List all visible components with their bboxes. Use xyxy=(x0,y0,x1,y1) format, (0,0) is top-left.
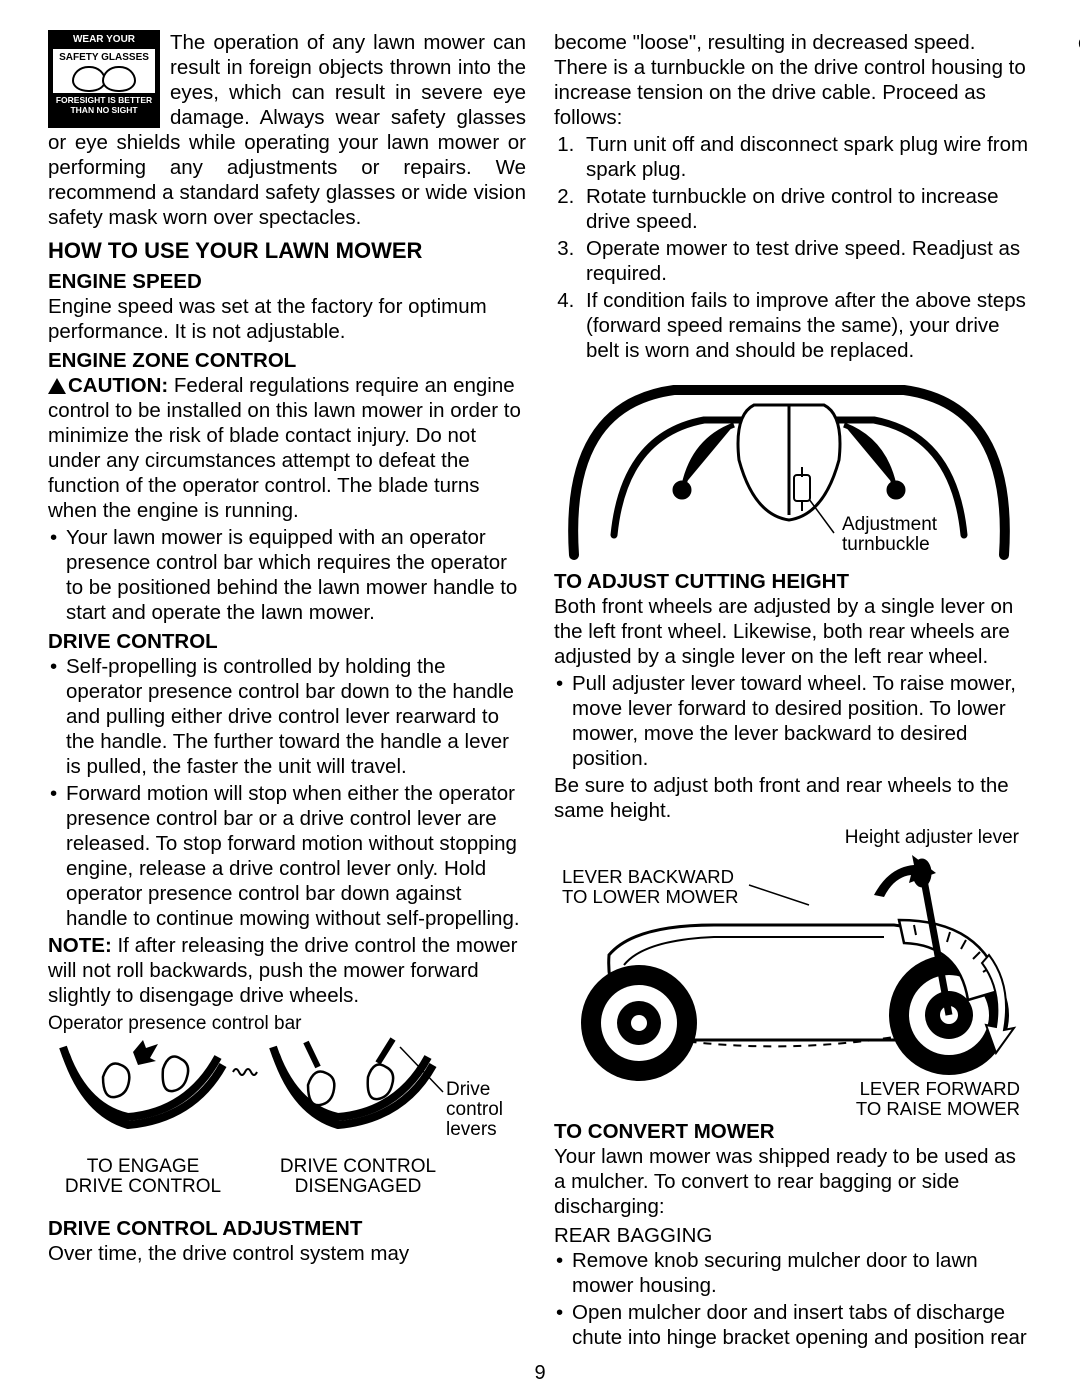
engine-zone-text: CAUTION: Federal regulations require an … xyxy=(48,373,526,523)
drive-bullet-1: Self-propelling is controlled by holding… xyxy=(66,654,526,779)
heading-drive-adjustment: DRIVE CONTROL ADJUSTMENT xyxy=(48,1216,526,1241)
svg-text:DISENGAGED: DISENGAGED xyxy=(295,1176,422,1197)
drive-adjustment-text: Over time, the drive control system may xyxy=(48,1241,526,1266)
svg-text:TO LOWER MOWER: TO LOWER MOWER xyxy=(562,886,738,907)
badge-line-2: SAFETY GLASSES xyxy=(59,52,149,63)
operator-bar-caption: Operator presence control bar xyxy=(48,1012,526,1035)
caution-label: CAUTION: xyxy=(68,374,168,397)
drive-bullet-2: Forward motion will stop when either the… xyxy=(66,781,526,931)
engine-zone-bullet: Your lawn mower is equipped with an oper… xyxy=(66,525,526,625)
svg-text:Adjustment: Adjustment xyxy=(842,514,938,535)
svg-text:control: control xyxy=(446,1099,503,1120)
safety-glasses-badge: WEAR YOUR SAFETY GLASSES FORESIGHT IS BE… xyxy=(48,30,160,128)
badge-line-4: THAN NO SIGHT xyxy=(70,105,137,115)
adjust-height-text: Both front wheels are adjusted by a sing… xyxy=(554,594,1032,669)
figure-drive-control: Drive control levers TO ENGAGE DRIVE CON… xyxy=(48,1037,526,1212)
heading-how-to-use: HOW TO USE YOUR LAWN MOWER xyxy=(48,238,526,265)
svg-text:DRIVE CONTROL: DRIVE CONTROL xyxy=(65,1176,221,1197)
step-4: If condition fails to improve after the … xyxy=(580,288,1032,363)
warning-triangle-icon xyxy=(48,378,66,394)
convert-text: Your lawn mower was shipped ready to be … xyxy=(554,1144,1032,1219)
svg-text:Drive: Drive xyxy=(446,1079,490,1100)
svg-text:TO ENGAGE: TO ENGAGE xyxy=(87,1156,200,1177)
step-1: Turn unit off and disconnect spark plug … xyxy=(580,132,1032,182)
badge-line-1: WEAR YOUR xyxy=(48,30,160,46)
heading-engine-zone: ENGINE ZONE CONTROL xyxy=(48,348,526,373)
adjust-tail: Be sure to adjust both front and rear wh… xyxy=(554,773,1032,823)
heading-convert: TO CONVERT MOWER xyxy=(554,1119,1032,1144)
heading-engine-speed: ENGINE SPEED xyxy=(48,269,526,294)
badge-line-3: FORESIGHT IS BETTER xyxy=(56,95,152,105)
note-label: NOTE: xyxy=(48,934,112,957)
svg-text:DRIVE CONTROL: DRIVE CONTROL xyxy=(280,1156,436,1177)
page-number: 9 xyxy=(534,1361,545,1385)
col2-intro: become "loose", resulting in decreased s… xyxy=(554,30,1032,130)
heading-drive-control: DRIVE CONTROL xyxy=(48,629,526,654)
figure-height-adjust: Height adjuster lever LEVER BACKWARD TO … xyxy=(554,825,1032,1115)
svg-text:LEVER FORWARD: LEVER FORWARD xyxy=(860,1078,1020,1099)
adjust-bullet: Pull adjuster lever toward wheel. To rai… xyxy=(572,671,1032,771)
goggles-icon xyxy=(70,66,138,88)
heading-rear-bagging: REAR BAGGING xyxy=(554,1223,1032,1248)
svg-text:LEVER BACKWARD: LEVER BACKWARD xyxy=(562,866,734,887)
svg-text:TO RAISE MOWER: TO RAISE MOWER xyxy=(856,1098,1020,1115)
drive-note: NOTE: If after releasing the drive contr… xyxy=(48,933,526,1008)
svg-text:Height adjuster lever: Height adjuster lever xyxy=(845,827,1020,848)
heading-adjust-height: TO ADJUST CUTTING HEIGHT xyxy=(554,569,1032,594)
step-3: Operate mower to test drive speed. Readj… xyxy=(580,236,1032,286)
step-2: Rotate turnbuckle on drive control to in… xyxy=(580,184,1032,234)
engine-speed-text: Engine speed was set at the factory for … xyxy=(48,294,526,344)
rear-bag-bullet-1: Remove knob securing mulcher door to law… xyxy=(572,1248,1032,1298)
svg-text:levers: levers xyxy=(446,1119,497,1140)
figure-turnbuckle: Adjustment turnbuckle xyxy=(554,365,1032,565)
svg-text:turnbuckle: turnbuckle xyxy=(842,534,930,555)
